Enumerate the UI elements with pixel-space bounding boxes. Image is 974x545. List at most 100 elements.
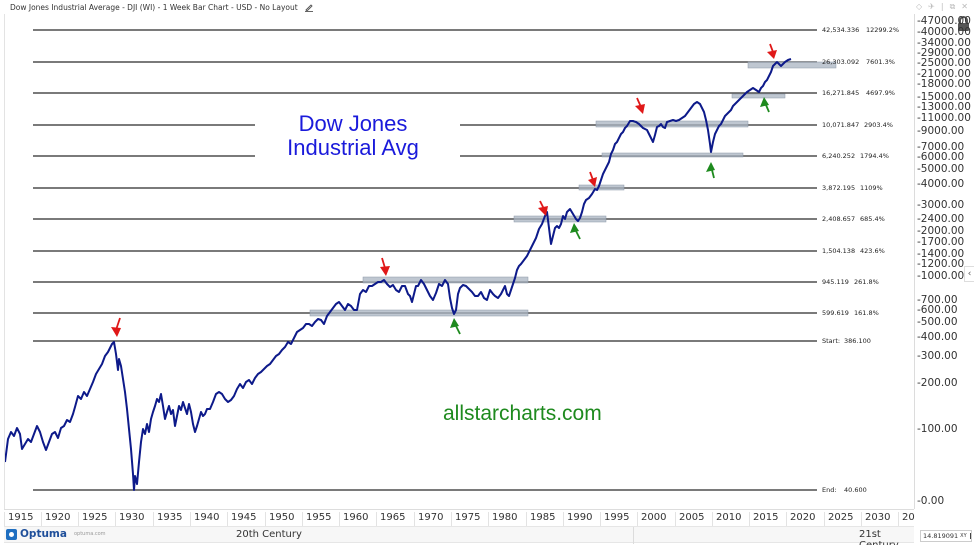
diamond-icon[interactable]: ◇ <box>916 2 923 11</box>
y-axis-tick: -1700.00 <box>917 236 965 248</box>
y-axis-tick: -7000.00 <box>917 141 965 153</box>
coordinate-readout[interactable]: 14.819091 XY <box>920 530 972 542</box>
title-line-1: Dow Jones <box>298 111 408 136</box>
century-label: 20th Century <box>236 529 302 540</box>
level-value: 945.119 <box>822 278 849 286</box>
level-pct: 386.100 <box>844 337 871 345</box>
x-axis-tick: 1920 <box>41 512 70 526</box>
zone-rectangles <box>309 61 837 317</box>
x-axis-tick: 1955 <box>302 512 331 526</box>
y-axis-tick: -1400.00 <box>917 248 965 260</box>
y-axis-tick: -3000.00 <box>917 199 965 211</box>
x-axis-tick: 2000 <box>637 512 666 526</box>
x-axis-tick: 1940 <box>190 512 219 526</box>
level-value: 10,071.847 <box>822 121 860 129</box>
y-axis-tick: -700.00 <box>917 294 958 306</box>
edit-pencil-icon[interactable] <box>304 2 314 12</box>
logo-text: Optuma <box>20 528 67 540</box>
red-arrow-icon <box>380 257 390 276</box>
y-axis-tick: -0.00 <box>917 495 945 507</box>
x-axis-tick: 1915 <box>4 512 33 526</box>
level-value: 26,303.092 <box>822 58 860 66</box>
x-axis-tick: 1935 <box>153 512 182 526</box>
y-axis-tick: -1200.00 <box>917 258 965 270</box>
red-arrow-icon <box>767 43 777 59</box>
level-pct: 1109% <box>860 184 883 192</box>
level-pct: 12299.2% <box>866 26 900 34</box>
y-axis-tick: -2000.00 <box>917 225 965 237</box>
y-axis-tick: -4000.00 <box>917 178 965 190</box>
y-axis-tick: -5000.00 <box>917 163 965 175</box>
watermark-text: allstarcharts.com <box>443 402 602 425</box>
x-axis-tick: 1945 <box>227 512 256 526</box>
level-pct: 1794.4% <box>860 152 889 160</box>
x-axis-tick: 1980 <box>488 512 517 526</box>
y-axis-tick: -21000.00 <box>917 68 971 80</box>
y-axis-tick: -29000.00 <box>917 47 971 59</box>
x-axis-tick: 1925 <box>78 512 107 526</box>
y-axis-tick: -100.00 <box>917 423 958 435</box>
close-icon[interactable]: ✕ <box>961 2 968 11</box>
x-axis-tick: 2020 <box>786 512 815 526</box>
coord-suffix: XY <box>960 533 967 539</box>
x-axis-tick: 1970 <box>414 512 443 526</box>
level-value: 16,271.845 <box>822 89 860 97</box>
y-axis-tick: -18000.00 <box>917 78 971 90</box>
level-value: 42,534.336 <box>822 26 860 34</box>
x-axis-tick: 1975 <box>451 512 480 526</box>
x-axis-tick: 2030 <box>861 512 890 526</box>
y-axis-tick: -300.00 <box>917 350 958 362</box>
y-axis-tick: -9000.00 <box>917 125 965 137</box>
lock-icon[interactable] <box>957 16 970 31</box>
plot-area[interactable] <box>4 14 914 509</box>
x-axis-tick: 1990 <box>563 512 592 526</box>
green-arrows <box>450 97 770 335</box>
red-arrow-icon <box>588 171 597 187</box>
y-axis-tick: -500.00 <box>917 316 958 328</box>
red-arrow-icon <box>635 97 645 114</box>
x-axis-tick: 1995 <box>600 512 629 526</box>
x-axis-tick: 1960 <box>339 512 368 526</box>
separator-icon: | <box>940 2 944 11</box>
y-axis-tick: -25000.00 <box>917 57 971 69</box>
x-axis-tick: 2010 <box>712 512 741 526</box>
level-pct: 423.6% <box>860 247 885 255</box>
level-value: 599.619 <box>822 309 849 317</box>
x-axis-tick: 1950 <box>265 512 294 526</box>
level-pct: 161.8% <box>854 309 879 317</box>
chart-annotation-title: Dow Jones Industrial Avg <box>258 112 448 160</box>
y-axis-tick: -13000.00 <box>917 101 971 113</box>
x-axis-tick: 1965 <box>376 512 405 526</box>
price-line <box>5 58 792 491</box>
level-value: 1,504.138 <box>822 247 856 255</box>
level-value: 3,872.195 <box>822 184 856 192</box>
x-axis-tick: 1930 <box>115 512 144 526</box>
x-axis-tick: 1985 <box>526 512 555 526</box>
optuma-logo: Optuma optuma.com <box>6 528 106 540</box>
green-arrow-icon <box>706 162 715 179</box>
y-axis-tick: -600.00 <box>917 304 958 316</box>
y-axis-tick: -1000.00 <box>917 270 965 282</box>
green-arrow-icon <box>450 318 461 335</box>
pin-icon[interactable]: ✈ <box>928 2 935 11</box>
y-axis[interactable]: ‹ -47000.00 -40000.00 -34000.00 -29000.00 -2… <box>914 14 974 509</box>
level-value: Start: <box>822 337 841 345</box>
y-axis-tick: -6000.00 <box>917 151 965 163</box>
century-bar: 20th Century 21st Century <box>4 526 914 545</box>
y-axis-tick: -400.00 <box>917 331 958 343</box>
level-pct: 4697.9% <box>866 89 895 97</box>
red-arrow-icon <box>538 200 548 216</box>
optuma-logo-icon <box>6 528 17 540</box>
x-axis[interactable]: 1915 1920 1925 1930 1935 1940 1945 1950 1955 1960… <box>4 509 915 526</box>
level-pct: 261.8% <box>854 278 879 286</box>
level-pct: 2903.4% <box>864 121 893 129</box>
y-axis-tick: -200.00 <box>917 377 958 389</box>
green-arrow-icon <box>760 97 770 113</box>
level-pct: 7601.3% <box>866 58 895 66</box>
window-controls: ◇ ✈ | ⧉ ✕ <box>916 2 968 12</box>
lock-small-icon[interactable] <box>969 533 971 539</box>
y-axis-tick: -2400.00 <box>917 213 965 225</box>
restore-icon[interactable]: ⧉ <box>949 2 956 11</box>
collapse-panel-button[interactable]: ‹ <box>964 266 974 282</box>
y-axis-tick: -34000.00 <box>917 37 971 49</box>
